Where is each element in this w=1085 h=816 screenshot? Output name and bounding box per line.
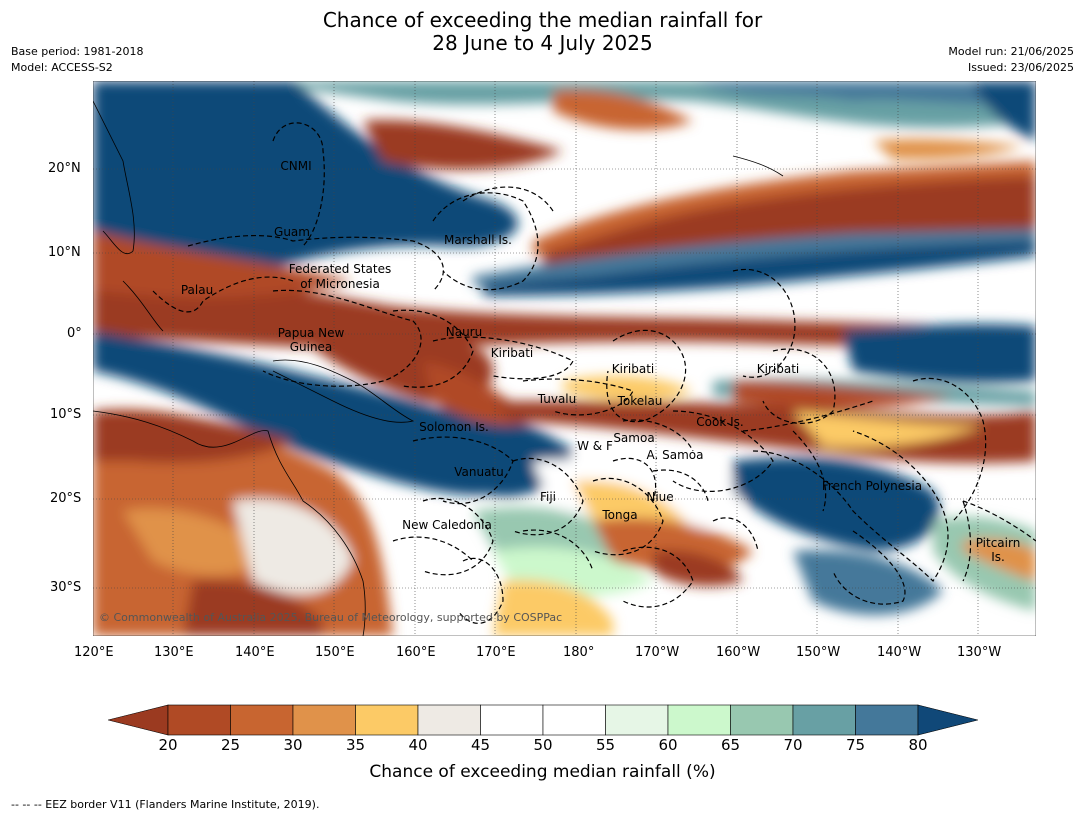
lat-label-10s: 10°S bbox=[50, 407, 82, 422]
lon-label-160w: 160°W bbox=[716, 645, 761, 660]
colorbar-tick-label: 55 bbox=[595, 736, 616, 754]
lon-label-150w: 150°W bbox=[796, 645, 841, 660]
region-label-cook: Cook Is. bbox=[696, 415, 743, 429]
colorbar-tick-label: 30 bbox=[283, 736, 303, 754]
region-label-tuvalu: Tuvalu bbox=[537, 392, 577, 406]
rainfall-map: © Commonwealth of Australia 2025, Bureau… bbox=[93, 81, 1036, 636]
region-label-pitcairn2: Is. bbox=[991, 550, 1005, 564]
region-label-guam: Guam bbox=[274, 225, 310, 239]
colorbar-segment bbox=[792, 704, 856, 736]
region-labels: CNMI Guam Marshall Is. Federated States … bbox=[181, 159, 1020, 564]
region-label-tokelau: Tokelau bbox=[617, 394, 663, 408]
region-label-samoa: Samoa bbox=[613, 431, 654, 445]
colorbar-tick-label: 20 bbox=[158, 736, 178, 754]
lon-label-130e: 130°E bbox=[154, 645, 194, 660]
region-label-asamoa: A. Samoa bbox=[647, 448, 704, 462]
colorbar-segment bbox=[167, 704, 231, 736]
lon-label-140e: 140°E bbox=[235, 645, 275, 660]
colorbar-tick-label: 50 bbox=[533, 736, 553, 754]
region-label-png2: Guinea bbox=[290, 340, 333, 354]
region-label-fsm1: Federated States bbox=[289, 262, 391, 276]
colorbar-extend-low bbox=[108, 704, 169, 736]
region-label-niue: Niue bbox=[646, 490, 673, 504]
lon-label-170e: 170°E bbox=[476, 645, 516, 660]
colorbar-segment bbox=[542, 704, 606, 736]
colorbar-segment bbox=[730, 704, 794, 736]
model-run: Model run: 21/06/2025 bbox=[948, 45, 1074, 58]
colorbar-tick-label: 70 bbox=[783, 736, 803, 754]
lat-label-20s: 20°S bbox=[50, 491, 82, 506]
lon-label-180: 180° bbox=[563, 645, 595, 660]
lon-label-140w: 140°W bbox=[877, 645, 922, 660]
region-label-frpoly: French Polynesia bbox=[822, 479, 922, 493]
colorbar-segment bbox=[605, 704, 669, 736]
base-period: Base period: 1981-2018 bbox=[11, 45, 144, 58]
lon-label-150e: 150°E bbox=[315, 645, 355, 660]
region-label-wf: W & F bbox=[577, 439, 613, 453]
probability-field bbox=[93, 81, 1036, 636]
lat-label-20n: 20°N bbox=[48, 161, 81, 176]
coastlines bbox=[93, 100, 784, 636]
colorbar-tick-label: 40 bbox=[408, 736, 428, 754]
lat-label-0: 0° bbox=[67, 326, 82, 341]
region-label-kiribati2: Kiribati bbox=[612, 362, 654, 376]
region-label-png1: Papua New bbox=[278, 326, 345, 340]
region-label-cnmi: CNMI bbox=[280, 159, 311, 173]
colorbar-segment bbox=[230, 704, 294, 736]
model-name: Model: ACCESS-S2 bbox=[11, 61, 113, 74]
lon-label-130w: 130°W bbox=[957, 645, 1002, 660]
copyright-notice: © Commonwealth of Australia 2025, Bureau… bbox=[99, 611, 562, 624]
region-label-fsm2: of Micronesia bbox=[300, 277, 380, 291]
lon-label-170w: 170°W bbox=[635, 645, 680, 660]
colorbar-extend-high bbox=[917, 704, 978, 736]
lon-label-120e: 120°E bbox=[74, 645, 114, 660]
colorbar-tick-label: 35 bbox=[345, 736, 366, 754]
chart-title-line2: 28 June to 4 July 2025 bbox=[432, 31, 653, 55]
region-label-palau: Palau bbox=[181, 283, 213, 297]
region-label-tonga: Tonga bbox=[601, 508, 637, 522]
colorbar-segment bbox=[667, 704, 731, 736]
region-label-newcal: New Caledonia bbox=[402, 518, 492, 532]
colorbar-tick-label: 75 bbox=[845, 736, 866, 754]
colorbar-segment bbox=[480, 704, 544, 736]
issued-date: Issued: 23/06/2025 bbox=[967, 61, 1074, 74]
region-label-pitcairn1: Pitcairn bbox=[976, 536, 1021, 550]
colorbar-segments bbox=[108, 704, 978, 736]
colorbar-tick-label: 60 bbox=[658, 736, 678, 754]
lat-label-30s: 30°S bbox=[50, 580, 82, 595]
colorbar-tick-label: 25 bbox=[220, 736, 241, 754]
colorbar-segment bbox=[355, 704, 419, 736]
colorbar bbox=[108, 704, 978, 736]
chart-title-line1: Chance of exceeding the median rainfall … bbox=[322, 8, 763, 32]
colorbar-tick-label: 80 bbox=[908, 736, 928, 754]
lat-label-10n: 10°N bbox=[48, 245, 81, 260]
region-label-vanuatu: Vanuatu bbox=[454, 465, 504, 479]
colorbar-segment bbox=[855, 704, 919, 736]
eez-footnote: -- -- -- EEZ border V11 (Flanders Marine… bbox=[11, 798, 320, 811]
graticule bbox=[93, 81, 1036, 636]
region-label-kiribati1: Kiribati bbox=[491, 346, 533, 360]
colorbar-tick-label: 65 bbox=[720, 736, 741, 754]
region-label-marshall: Marshall Is. bbox=[444, 233, 512, 247]
eez-borders bbox=[152, 122, 1036, 624]
region-label-solomon: Solomon Is. bbox=[419, 420, 489, 434]
colorbar-segment bbox=[292, 704, 356, 736]
region-label-kiribati3: Kiribati bbox=[757, 362, 799, 376]
region-label-fiji: Fiji bbox=[540, 490, 556, 504]
region-label-nauru: Nauru bbox=[446, 325, 482, 339]
colorbar-tick-label: 45 bbox=[470, 736, 491, 754]
colorbar-segment bbox=[417, 704, 481, 736]
colorbar-title: Chance of exceeding median rainfall (%) bbox=[369, 762, 716, 782]
lon-label-160e: 160°E bbox=[396, 645, 436, 660]
